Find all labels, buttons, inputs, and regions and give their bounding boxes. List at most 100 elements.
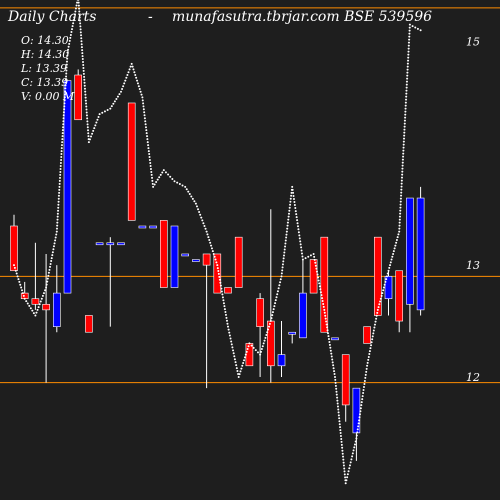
ma-dot [47,274,50,277]
ma-dot [295,213,298,216]
ma-dot [215,261,218,264]
ma-dot [313,258,316,261]
candle-up [181,253,189,257]
ma-dot [375,317,378,320]
ma-dot [56,212,59,215]
ma-dot [203,224,206,227]
ma-dot [390,258,393,261]
candle-up [406,197,414,305]
ma-dot [340,437,343,440]
ma-dot [361,395,364,398]
ma-dot [332,367,335,370]
ma-dot [407,56,410,59]
ma-dot [289,200,292,203]
ma-dot [184,185,187,188]
ma-dot [171,178,174,181]
ma-dot [408,23,411,26]
ma-dot [58,179,61,182]
ma-dot [63,108,66,111]
ma-dot [363,379,366,382]
ma-dot [281,269,284,272]
ma-dot [74,7,77,10]
ma-dot [57,206,60,209]
ma-dot [59,176,62,179]
ma-dot [402,149,405,152]
ma-dot [320,294,323,297]
ma-dot [101,111,104,114]
ma-dot [140,93,143,96]
ma-dot [405,98,408,101]
ma-dot [52,245,55,248]
candle-up [52,292,61,327]
ma-dot [64,84,67,87]
ma-dot [143,117,146,120]
ma-dot [51,254,54,257]
close-value: C: 13.39 [21,76,68,89]
ma-dot [243,356,246,359]
ma-dot [287,218,290,221]
ma-dot [276,290,279,293]
candle-up [288,331,297,335]
ma-dot [109,107,112,110]
ma-dot [266,331,269,334]
ma-dot [79,31,82,34]
ma-dot [124,79,127,82]
ma-dot [146,138,149,141]
ma-dot [64,81,67,84]
ma-dot [80,46,83,49]
ma-dot [56,221,59,224]
ma-dot [370,341,373,344]
ma-dot [82,61,85,64]
ma-dot [406,62,409,65]
ma-dot [244,353,247,356]
ma-dot [57,203,60,206]
ma-dot [74,10,77,13]
ma-dot [292,197,295,200]
ma-dot [284,245,287,248]
candle-up [331,337,339,341]
ma-dot [78,19,81,22]
ma-dot [68,42,71,45]
ma-dot [145,129,148,132]
ma-dot [87,129,90,132]
ma-dot [289,197,292,200]
ma-dot [377,306,380,309]
ma-dot [176,181,179,184]
ma-dot [60,147,63,150]
ma-dot [399,203,402,206]
ma-dot [80,37,83,40]
ma-dot [378,303,381,306]
ma-dot [341,449,344,452]
title-separator: - [148,9,153,25]
ma-dot [341,446,344,449]
ma-dot [152,185,155,188]
ma-dot [325,323,328,326]
ma-dot [210,247,213,250]
ma-dot [31,309,34,312]
ma-dot [71,25,74,28]
ma-dot [261,345,264,348]
ma-dot [340,440,343,443]
ma-dot [357,425,360,428]
ma-dot [362,389,365,392]
candle-down [202,253,211,266]
ma-dot [315,267,318,270]
ma-dot [404,104,407,107]
ma-dot [287,212,290,215]
ma-dot [65,66,68,69]
chart-title: Daily Charts [7,9,96,25]
ma-dot [141,96,144,99]
ma-dot [331,361,334,364]
ma-dot [230,340,233,343]
ma-dot [44,289,47,292]
ma-dot [85,111,88,114]
ma-dot [61,141,64,144]
ma-dot [364,376,367,379]
ma-dot [65,75,68,78]
ma-dot [142,105,145,108]
ma-dot [357,422,360,425]
ma-dot [406,65,409,68]
candle-up [63,80,72,294]
ma-dot [314,264,317,267]
ma-dot [77,4,80,7]
